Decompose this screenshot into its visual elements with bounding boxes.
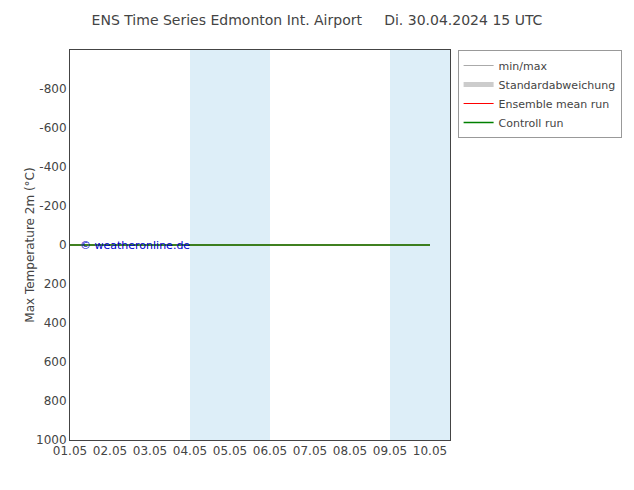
svg-text:© weatheronline.de: © weatheronline.de bbox=[80, 239, 190, 252]
svg-text:07.05: 07.05 bbox=[293, 444, 327, 458]
svg-text:400: 400 bbox=[44, 316, 67, 330]
svg-text:-200: -200 bbox=[39, 199, 66, 213]
svg-text:09.05: 09.05 bbox=[373, 444, 407, 458]
svg-text:Controll run: Controll run bbox=[499, 117, 564, 130]
svg-text:06.05: 06.05 bbox=[253, 444, 287, 458]
svg-text:01.05: 01.05 bbox=[53, 444, 87, 458]
svg-text:0: 0 bbox=[59, 238, 67, 252]
svg-text:800: 800 bbox=[44, 394, 67, 408]
svg-text:10.05: 10.05 bbox=[413, 444, 447, 458]
svg-text:05.05: 05.05 bbox=[213, 444, 247, 458]
svg-text:Ensemble mean run: Ensemble mean run bbox=[499, 98, 610, 111]
svg-text:-400: -400 bbox=[39, 160, 66, 174]
svg-text:04.05: 04.05 bbox=[173, 444, 207, 458]
svg-text:08.05: 08.05 bbox=[333, 444, 367, 458]
svg-text:02.05: 02.05 bbox=[93, 444, 127, 458]
svg-text:-800: -800 bbox=[39, 82, 66, 96]
svg-text:-600: -600 bbox=[39, 121, 66, 135]
svg-text:Max Temperature 2m (°C): Max Temperature 2m (°C) bbox=[23, 167, 37, 322]
svg-text:03.05: 03.05 bbox=[133, 444, 167, 458]
svg-text:min/max: min/max bbox=[499, 60, 548, 73]
svg-text:200: 200 bbox=[44, 277, 67, 291]
svg-text:ENS Time Series Edmonton Int.: ENS Time Series Edmonton Int. Airport Di… bbox=[92, 12, 543, 28]
svg-text:Standardabweichung: Standardabweichung bbox=[499, 79, 616, 92]
svg-text:600: 600 bbox=[44, 355, 67, 369]
svg-text:1000: 1000 bbox=[36, 433, 67, 447]
